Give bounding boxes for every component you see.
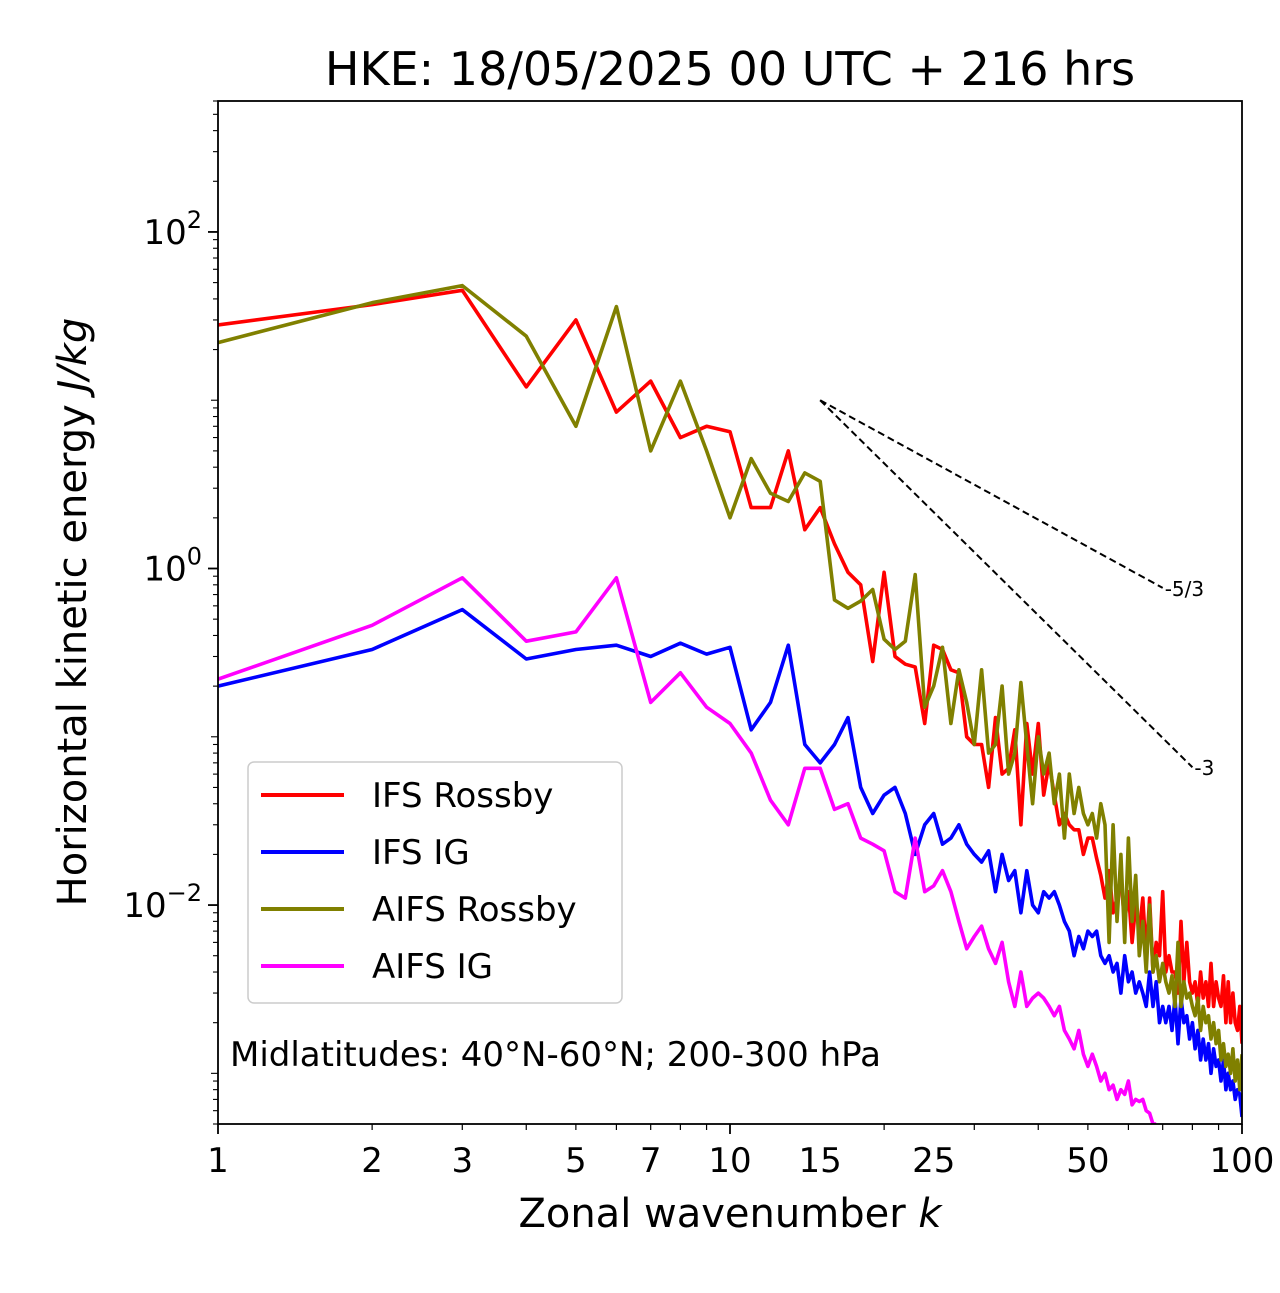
reference-slope-line [819, 399, 1164, 589]
legend-label: AIFS IG [372, 947, 493, 987]
y-axis-ticks: 102 100 10−2 [123, 100, 218, 1125]
x-tick-label: 10 [708, 1141, 751, 1181]
reference-slope-line [819, 399, 1194, 768]
x-axis-label: Zonal wavenumber k [518, 1191, 943, 1237]
series-layer [218, 283, 1242, 1124]
series-line-ifs-rossby [218, 288, 1242, 1044]
y-axis-label: Horizontal kinetic energy J/kg [50, 318, 96, 907]
y-tick-label: 102 [143, 206, 202, 253]
series-line-ifs-ig [218, 607, 1242, 1118]
x-tick-label: 15 [799, 1141, 842, 1181]
y-tick-label: 10−2 [123, 879, 202, 926]
x-tick-label: 7 [640, 1141, 662, 1181]
legend: IFS Rossby IFS IG AIFS Rossby AIFS IG [247, 761, 623, 1004]
reference-slope-label: -5/3 [1165, 577, 1204, 601]
y-tick-label: 100 [143, 543, 202, 590]
x-tick-label: 50 [1066, 1141, 1109, 1181]
x-tick-label: 2 [361, 1141, 383, 1181]
annotation-text: Midlatitudes: 40°N-60°N; 200-300 hPa [230, 1035, 881, 1075]
x-tick-label: 5 [565, 1141, 587, 1181]
x-tick-label: 1 [207, 1141, 229, 1181]
x-tick-label: 25 [912, 1141, 955, 1181]
legend-label: AIFS Rossby [372, 890, 577, 930]
x-tick-label: 100 [1210, 1141, 1275, 1181]
legend-entries: IFS Rossby IFS IG AIFS Rossby AIFS IG [261, 776, 577, 987]
legend-box [247, 761, 623, 1004]
x-tick-label: 3 [451, 1141, 473, 1181]
legend-label: IFS Rossby [372, 776, 553, 816]
series-line-aifs-rossby [218, 283, 1242, 1092]
series-line-aifs-ig [218, 575, 1157, 1124]
x-axis-ticks: 1 2 3 5 7 10 15 25 50 100 [207, 1124, 1274, 1181]
reference-slope-label: -3 [1194, 756, 1214, 780]
legend-label: IFS IG [372, 833, 470, 873]
chart-title: HKE: 18/05/2025 00 UTC + 216 hrs [325, 42, 1135, 96]
reference-slopes: -5/3 -3 [819, 399, 1214, 780]
